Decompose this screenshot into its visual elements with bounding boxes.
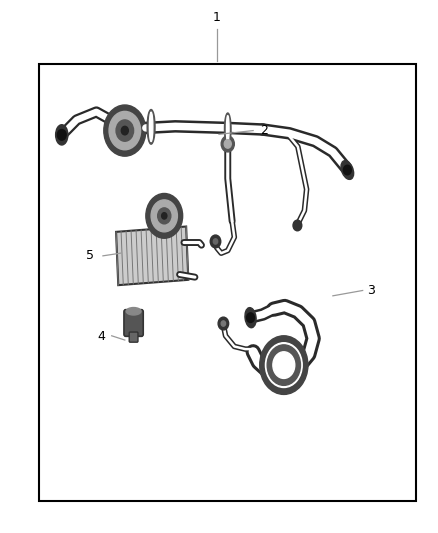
- Circle shape: [218, 317, 229, 330]
- Circle shape: [57, 130, 66, 140]
- Circle shape: [116, 120, 134, 141]
- Ellipse shape: [126, 308, 141, 315]
- Circle shape: [260, 336, 308, 394]
- Circle shape: [104, 105, 146, 156]
- Circle shape: [146, 193, 183, 238]
- Circle shape: [247, 313, 254, 322]
- Ellipse shape: [225, 113, 231, 145]
- FancyBboxPatch shape: [124, 310, 143, 336]
- Ellipse shape: [56, 125, 68, 145]
- FancyBboxPatch shape: [129, 332, 138, 342]
- Ellipse shape: [245, 308, 256, 328]
- Circle shape: [158, 208, 171, 224]
- Circle shape: [265, 343, 302, 387]
- Circle shape: [162, 213, 167, 219]
- Ellipse shape: [149, 112, 153, 142]
- Circle shape: [293, 220, 302, 231]
- Text: 1: 1: [213, 11, 221, 24]
- Circle shape: [210, 235, 221, 248]
- FancyBboxPatch shape: [39, 64, 416, 501]
- Circle shape: [121, 126, 128, 135]
- Circle shape: [267, 345, 300, 385]
- Text: 5: 5: [86, 249, 94, 262]
- Ellipse shape: [341, 160, 353, 180]
- Text: 3: 3: [367, 284, 375, 297]
- Text: 2: 2: [261, 124, 268, 137]
- Ellipse shape: [147, 110, 155, 144]
- Circle shape: [213, 239, 218, 244]
- Circle shape: [151, 200, 177, 232]
- Circle shape: [273, 352, 295, 378]
- Circle shape: [109, 111, 141, 150]
- Circle shape: [343, 165, 351, 175]
- Circle shape: [224, 140, 231, 148]
- Text: 4: 4: [97, 330, 105, 343]
- Polygon shape: [116, 227, 188, 285]
- Circle shape: [221, 136, 234, 152]
- Circle shape: [221, 321, 226, 326]
- Ellipse shape: [226, 116, 229, 142]
